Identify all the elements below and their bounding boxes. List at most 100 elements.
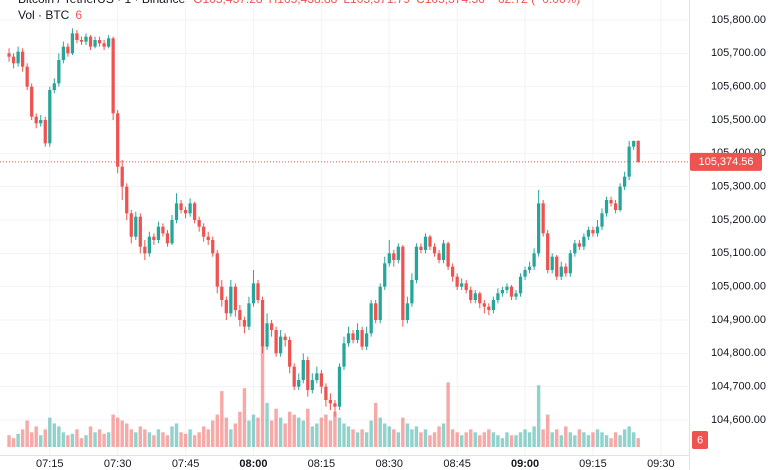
last-price-box	[690, 152, 762, 171]
volume-bar	[355, 432, 360, 447]
volume-bar	[183, 433, 188, 447]
candle-body	[482, 303, 486, 307]
candle-body	[487, 306, 491, 310]
candle-body	[39, 120, 43, 124]
candle-body	[202, 226, 206, 237]
candle-body	[618, 186, 622, 210]
volume-bar	[500, 438, 505, 447]
volume-bar	[152, 435, 156, 447]
candle-body	[555, 256, 559, 277]
candle-body	[70, 33, 75, 54]
candle-body	[355, 330, 360, 340]
symbol-title: Bitcoin / TetherUS · 1 · Binance	[18, 0, 186, 6]
volume-bar	[70, 433, 75, 447]
candle-body	[591, 230, 595, 234]
candle-body	[161, 226, 165, 234]
candle-body	[7, 53, 11, 57]
volume-bar	[527, 432, 532, 447]
candle-body	[532, 253, 536, 267]
candle-body	[107, 38, 111, 47]
candle-body	[116, 113, 120, 167]
volume-bar	[505, 432, 509, 447]
candle-body	[57, 60, 61, 84]
volume-bar	[274, 408, 278, 447]
candle-body	[11, 56, 16, 64]
volume-bar	[387, 426, 391, 447]
ohlc-value: L105,371.79	[343, 0, 410, 6]
volume-bar	[469, 429, 473, 447]
volume-bar	[432, 432, 437, 447]
volume-bar	[582, 432, 586, 447]
volume-bar	[25, 420, 29, 447]
volume-bar	[57, 426, 61, 447]
candle-body	[500, 290, 505, 294]
volume-bar	[342, 423, 346, 447]
volume-bar	[392, 429, 396, 447]
volume-bar	[631, 432, 636, 447]
candle-body	[595, 226, 600, 234]
candle-body	[632, 140, 636, 147]
volume-bar	[591, 432, 595, 447]
volume-bar	[170, 426, 174, 447]
candle-body	[319, 373, 323, 387]
volume-bar	[34, 426, 38, 447]
candle-body	[401, 246, 405, 320]
candle-body	[102, 43, 106, 47]
x-tick-label: 09:30	[647, 458, 675, 470]
volume-bar	[102, 433, 106, 447]
candle-body	[66, 46, 70, 54]
candle-body	[52, 83, 56, 90]
candle-body	[432, 246, 437, 254]
volume-pane	[7, 347, 640, 447]
volume-bar	[161, 432, 165, 447]
candle-body	[143, 246, 147, 254]
candle-body	[564, 266, 568, 274]
candle-body	[247, 303, 251, 327]
x-tick-label: 08:30	[375, 458, 403, 470]
volume-bar	[364, 432, 369, 447]
candle-body	[351, 333, 355, 340]
candle-body	[586, 230, 591, 237]
candle-body	[460, 283, 464, 287]
y-tick-label: 104,600.00	[711, 414, 766, 426]
candle-body	[197, 220, 201, 227]
candle-body	[518, 276, 523, 294]
candle-body	[16, 51, 20, 64]
candle-body	[315, 373, 319, 380]
volume-bar	[491, 432, 496, 447]
candle-body	[414, 246, 419, 280]
candle-body	[48, 90, 52, 144]
candle-body	[369, 303, 373, 334]
volume-bar	[482, 432, 487, 447]
volume-bar	[351, 429, 355, 447]
volume-bar	[396, 432, 401, 447]
grid	[0, 0, 688, 455]
x-tick-label: 08:15	[308, 458, 336, 470]
volume-bar	[233, 423, 238, 447]
volume-bar	[206, 429, 210, 447]
volume-bar	[129, 429, 133, 447]
volume-bar	[536, 385, 541, 447]
candle-body	[346, 333, 351, 344]
volume-bar	[573, 435, 577, 447]
axes: 104,600.00 104,700.00 104,800.00 104,900.00…	[0, 14, 766, 470]
volume-bar	[269, 420, 274, 447]
candle-body	[582, 236, 586, 247]
y-tick-label: 105,600.00	[711, 81, 766, 93]
volume-bar	[518, 432, 523, 447]
candle-body	[211, 240, 215, 254]
volume-bar	[523, 429, 527, 447]
volume-bar	[16, 433, 20, 447]
candle-body	[609, 200, 613, 204]
y-tick-label: 105,200.00	[711, 214, 766, 226]
volume-bar	[134, 432, 138, 447]
volume-bar	[604, 435, 609, 447]
candle-body	[627, 146, 631, 177]
volume-bar	[84, 435, 88, 447]
volume-value: 6	[75, 8, 82, 22]
volume-bar	[165, 435, 170, 447]
candle-body	[505, 286, 509, 290]
candle-body	[509, 286, 514, 297]
volume-bar	[179, 432, 183, 447]
candle-body	[365, 333, 369, 347]
